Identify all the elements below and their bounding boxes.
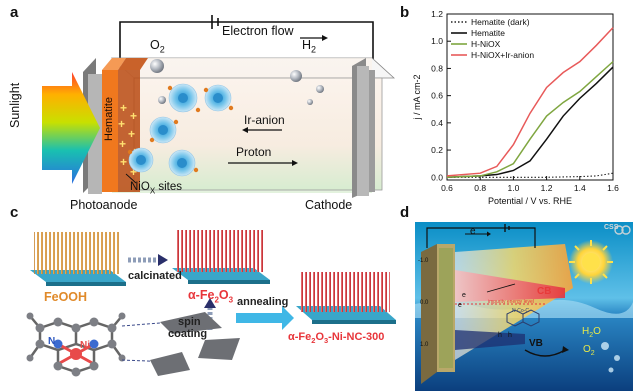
d-o2-label: O2 xyxy=(583,344,595,357)
series-line-2 xyxy=(446,61,614,179)
light-beam xyxy=(455,244,573,360)
series-line-3 xyxy=(446,27,614,177)
svg-text:+: + xyxy=(130,165,137,179)
vb-label: VB xyxy=(529,338,543,349)
panel-c-diagram xyxy=(26,230,396,377)
d-tick-neg1: -1.0 xyxy=(418,258,429,264)
o2-bubble xyxy=(150,59,164,73)
y-tick-label: 0.4 xyxy=(431,118,443,128)
h2-label: H2 xyxy=(302,38,317,55)
ir-anion-cluster xyxy=(128,83,232,177)
y-tick-label: 0.6 xyxy=(431,91,443,101)
annealing-arrow xyxy=(236,306,294,330)
hematite-label: Hematite xyxy=(103,96,115,141)
impurity-label: impurity energy level xyxy=(488,299,534,305)
svg-text:+: + xyxy=(119,137,126,151)
sunlight-arrow xyxy=(42,72,100,184)
product-label: α-Fe2O3-Ni-NC-300 xyxy=(288,331,385,346)
d-e-top-label: e xyxy=(470,226,476,237)
h2-bubble xyxy=(290,70,302,82)
x-tick-label: 1.6 xyxy=(607,183,619,193)
x-tick-label: 1.4 xyxy=(574,183,586,193)
legend-label-1: Hematite xyxy=(471,28,505,38)
panel-b-chart: 0.6 0.8 1.0 1.2 1.4 1.6 0.0 0.2 0.4 0.6 0.8 1.0 1.2 P… xyxy=(412,9,619,205)
spin-label: spin xyxy=(178,316,201,328)
fe2o3-label: α-Fe2O3 xyxy=(188,288,234,305)
panel-a-label: a xyxy=(10,4,19,21)
niox-sites-label: NiOX sites xyxy=(130,181,182,196)
svg-text:+: + xyxy=(120,101,127,115)
x-tick-label: 1.0 xyxy=(507,183,519,193)
legend-label-3: H-NiOX+Ir-anion xyxy=(471,50,534,60)
panel-d-label: d xyxy=(400,204,410,221)
n-co-c-molecule xyxy=(506,309,540,327)
legend-label-2: H-NiOX xyxy=(471,39,501,49)
d-e2-label: e xyxy=(458,302,462,309)
electron-flow-label: Electron flow xyxy=(222,24,294,38)
d-h2-label: h xyxy=(508,332,512,339)
d-e1-label: e xyxy=(462,292,466,299)
y-tick-label: 0.0 xyxy=(431,172,443,182)
feooh-label: FeOOH xyxy=(44,290,88,304)
y-tick-label: 0.2 xyxy=(431,145,443,155)
nc-flake xyxy=(160,312,222,334)
cb-band xyxy=(455,270,565,302)
h2o-label: H2O xyxy=(582,326,601,339)
svg-text:+: + xyxy=(120,155,127,169)
coating-label: coating xyxy=(168,328,208,340)
svg-text:+: + xyxy=(118,117,125,131)
proton-label: Proton xyxy=(236,145,272,159)
y-tick-label: 0.8 xyxy=(431,63,443,73)
cb-label: CB xyxy=(537,286,552,297)
x-axis-label: Potential / V vs. RHE xyxy=(488,196,572,205)
panel-a-diagram: ++ ++ ++ ++ xyxy=(42,15,395,198)
vb-band xyxy=(455,330,525,350)
d-tick-0: 0.0 xyxy=(420,300,429,306)
atom-ni-label: Ni xyxy=(80,340,90,351)
y-tick-label: 1.2 xyxy=(431,9,443,19)
hematite-layer xyxy=(102,70,118,192)
photoanode-label: Photoanode xyxy=(70,198,138,212)
calcinated-label: calcinated xyxy=(128,270,182,282)
sunlight-label: Sunlight xyxy=(8,82,22,128)
vb-arrow xyxy=(524,349,566,357)
plot-frame xyxy=(446,13,614,181)
x-tick-label: 0.8 xyxy=(474,183,486,193)
d-tick-1: 1.0 xyxy=(420,342,429,348)
atom-n-label: N xyxy=(48,336,56,347)
d-h1-label: h xyxy=(498,332,502,339)
annealing-label: annealing xyxy=(237,296,289,308)
n-co-c-label: N-Co-C xyxy=(512,308,529,314)
ni-nc-molecule xyxy=(26,312,126,377)
svg-text:+: + xyxy=(128,127,135,141)
watermark-label: CSS xyxy=(604,224,619,231)
panel-d-diagram xyxy=(415,222,633,391)
ir-anion-label: Ir-anion xyxy=(244,113,285,127)
x-tick-label: 1.2 xyxy=(541,183,553,193)
panel-b-label: b xyxy=(400,4,410,21)
y-axis-label: j / mA cm-2 xyxy=(412,74,422,120)
series-line-1 xyxy=(446,66,614,179)
svg-text:+: + xyxy=(130,109,137,123)
legend-label-0: Hematite (dark) xyxy=(471,17,530,27)
panel-c-label: c xyxy=(10,204,19,221)
x-tick-label: 0.6 xyxy=(441,183,453,193)
cathode-label: Cathode xyxy=(305,198,353,212)
o2-label: O2 xyxy=(150,38,165,55)
y-tick-label: 1.0 xyxy=(431,36,443,46)
